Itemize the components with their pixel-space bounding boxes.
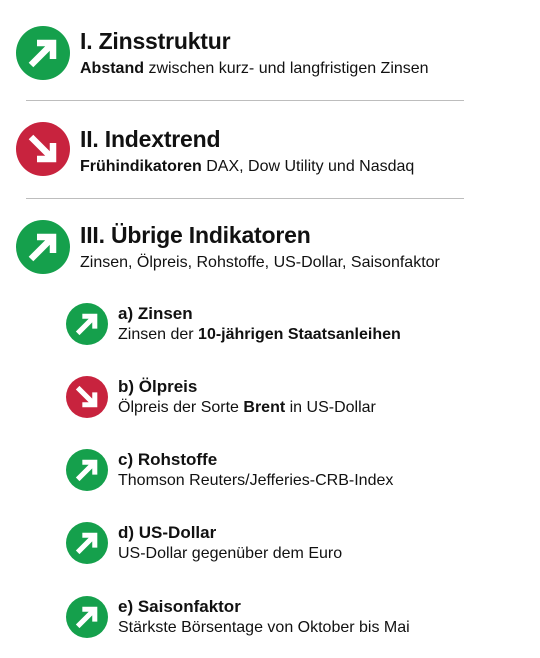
arrow-up-right-icon: [66, 449, 108, 491]
section-subtitle: Frühindikatoren DAX, Dow Utility und Nas…: [80, 158, 415, 175]
indicator-subtitle: Zinsen der 10-jährigen Staatsanleihen: [118, 326, 401, 343]
indicator-title: a) Zinsen: [118, 304, 193, 323]
arrow-up-right-icon: [66, 303, 108, 345]
section-title: III. Übrige Indikatoren: [80, 222, 311, 248]
section-title: I. Zinsstruktur: [80, 28, 231, 54]
indicator-title: c) Rohstoffe: [118, 450, 218, 469]
indicator-zinsen: a) Zinsen Zinsen der 10-jährigen Staatsa…: [66, 303, 401, 345]
indicator-subtitle: Ölpreis der Sorte Brent in US-Dollar: [118, 399, 376, 416]
section-uebrige-indikatoren: III. Übrige Indikatoren Zinsen, Ölpreis,…: [16, 220, 440, 274]
divider: [26, 100, 464, 101]
arrow-down-right-icon: [66, 376, 108, 418]
indicator-subtitle: US-Dollar gegenüber dem Euro: [118, 545, 343, 562]
arrow-down-right-icon: [16, 122, 70, 176]
section-indextrend: II. Indextrend Frühindikatoren DAX, Dow …: [16, 122, 414, 178]
arrow-up-right-icon: [16, 26, 70, 80]
section-subtitle: Zinsen, Ölpreis, Rohstoffe, US-Dollar, S…: [80, 254, 440, 271]
arrow-up-right-icon: [66, 522, 108, 564]
indicator-subtitle: Thomson Reuters/Jefferies-CRB-Index: [118, 472, 394, 489]
indicator-title: b) Ölpreis: [118, 377, 198, 396]
section-subtitle: Abstand zwischen kurz- und langfristigen…: [80, 60, 429, 77]
indicator-oelpreis: b) Ölpreis Ölpreis der Sorte Brent in US…: [66, 376, 376, 418]
indicator-us-dollar: d) US-Dollar US-Dollar gegenüber dem Eur…: [66, 522, 342, 564]
section-title: II. Indextrend: [80, 126, 221, 152]
indicator-title: e) Saisonfaktor: [118, 597, 241, 616]
indicator-rohstoffe: c) Rohstoffe Thomson Reuters/Jefferies-C…: [66, 449, 393, 491]
indicator-saisonfaktor: e) Saisonfaktor Stärkste Börsentage von …: [66, 596, 410, 638]
indicator-subtitle: Stärkste Börsentage von Oktober bis Mai: [118, 619, 410, 636]
arrow-up-right-icon: [66, 596, 108, 638]
section-zinsstruktur: I. Zinsstruktur Abstand zwischen kurz- u…: [16, 26, 429, 80]
divider: [26, 198, 464, 199]
indicator-title: d) US-Dollar: [118, 523, 217, 542]
arrow-up-right-icon: [16, 220, 70, 274]
